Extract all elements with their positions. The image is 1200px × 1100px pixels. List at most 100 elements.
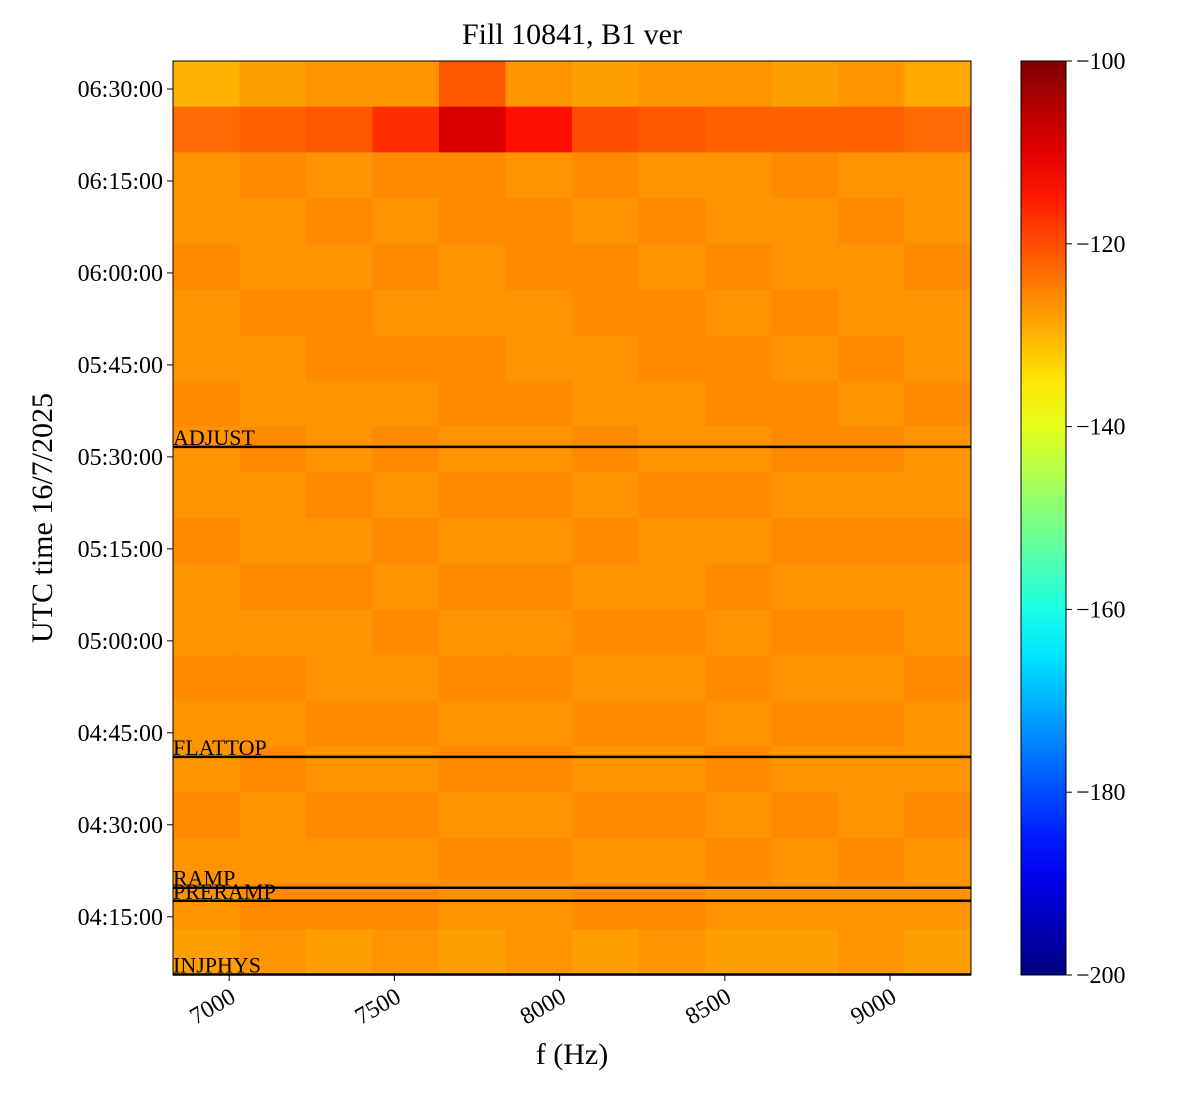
y-axis-label: UTC time 16/7/2025 (26, 393, 59, 643)
heatmap-cell (771, 380, 839, 428)
heatmap-cell (572, 152, 639, 199)
heatmap-cell (705, 746, 772, 793)
heatmap-cell (439, 426, 506, 473)
heatmap-cell (372, 609, 440, 656)
heatmap-cell (239, 335, 307, 382)
heatmap-cell (904, 746, 972, 793)
heatmap-cell (838, 518, 905, 565)
heatmap-cell (306, 243, 373, 290)
heatmap-cell (638, 61, 706, 108)
heatmap-cell (904, 380, 972, 428)
heatmap-cell (505, 792, 573, 839)
colorbar-tick-label: −120 (1076, 232, 1126, 258)
x-tick-label: 7000 (186, 984, 241, 1031)
heatmap-cell (439, 700, 506, 747)
heatmap-cell (572, 746, 639, 793)
heatmap-cell (372, 243, 440, 290)
heatmap-cell (838, 837, 905, 885)
heatmap-cell (638, 289, 706, 336)
heatmap-cell (572, 792, 639, 839)
heatmap-cell (705, 518, 772, 565)
heatmap-cell (705, 335, 772, 382)
heatmap-cell (306, 198, 373, 245)
heatmap-cell (771, 792, 839, 839)
heatmap-cell (771, 61, 839, 108)
heatmap-cell (771, 883, 839, 930)
heatmap-cell (638, 746, 706, 793)
x-axis-label: f (Hz) (536, 1038, 608, 1071)
heatmap-cell (372, 380, 440, 428)
heatmap-cell (638, 883, 706, 930)
heatmap-cell (838, 609, 905, 656)
heatmap-cell (439, 380, 506, 428)
heatmap-cell (705, 655, 772, 702)
heatmap-cell (439, 106, 506, 153)
heatmap-cell (439, 61, 506, 108)
heatmap-cell (173, 335, 240, 382)
heatmap-cell (638, 426, 706, 473)
heatmap-cell (771, 426, 839, 473)
heatmap-cell (705, 792, 772, 839)
heatmap-cell (572, 609, 639, 656)
heatmap-cell (705, 563, 772, 610)
heatmap-cell (838, 883, 905, 930)
heatmap-cell (838, 106, 905, 153)
y-tick-label: 05:15:00 (78, 537, 163, 563)
heatmap-cell (239, 289, 307, 336)
heatmap-cell (372, 61, 440, 108)
heatmap-cell (705, 106, 772, 153)
heatmap-cell (306, 655, 373, 702)
heatmap-cell (771, 655, 839, 702)
heatmap-cell (638, 152, 706, 199)
heatmap-cell (838, 380, 905, 428)
heatmap-cell (638, 106, 706, 153)
heatmap-cell (505, 563, 573, 610)
heatmap-cell (173, 609, 240, 656)
heatmap-cell (372, 655, 440, 702)
heatmap-cell (505, 929, 573, 976)
y-tick-label: 06:15:00 (78, 169, 163, 195)
heatmap-cell (572, 837, 639, 885)
heatmap-cell (306, 883, 373, 930)
heatmap-cell (239, 61, 307, 108)
heatmap-cell (306, 380, 373, 428)
heatmap-cell (904, 426, 972, 473)
heatmap-cell (505, 655, 573, 702)
heatmap-cell (705, 380, 772, 428)
heatmap-cell (306, 700, 373, 747)
heatmap-cell (439, 837, 506, 885)
heatmap-cell (439, 243, 506, 290)
heatmap-cell (173, 198, 240, 245)
heatmap-cell (638, 243, 706, 290)
heatmap-cell (372, 152, 440, 199)
heatmap-cell (904, 929, 972, 976)
heatmap-cell (439, 335, 506, 382)
heatmap-cell (306, 518, 373, 565)
heatmap-cell (838, 243, 905, 290)
heatmap-cell (439, 609, 506, 656)
heatmap-cell (705, 472, 772, 519)
heatmap-cell (572, 106, 639, 153)
heatmap-cell (705, 289, 772, 336)
heatmap-cell (638, 518, 706, 565)
heatmap-cell (239, 563, 307, 610)
heatmap-cell (771, 837, 839, 885)
event-label: RAMP (173, 866, 235, 891)
heatmap-cell (505, 837, 573, 885)
heatmap-cell (239, 518, 307, 565)
heatmap-cell (638, 837, 706, 885)
heatmap-cell (439, 929, 506, 976)
event-label: FLATTOP (173, 735, 267, 760)
heatmap-cell (572, 700, 639, 747)
heatmap-cell (838, 655, 905, 702)
heatmap-cell (173, 106, 240, 153)
heatmap-cell (572, 563, 639, 610)
heatmap-cell (505, 472, 573, 519)
heatmap-cell (771, 563, 839, 610)
heatmap-cell (572, 243, 639, 290)
heatmap-cell (505, 380, 573, 428)
heatmap-cell (306, 792, 373, 839)
heatmap-cell (904, 289, 972, 336)
heatmap-cell (638, 472, 706, 519)
colorbar-tick-label: −100 (1076, 49, 1126, 75)
